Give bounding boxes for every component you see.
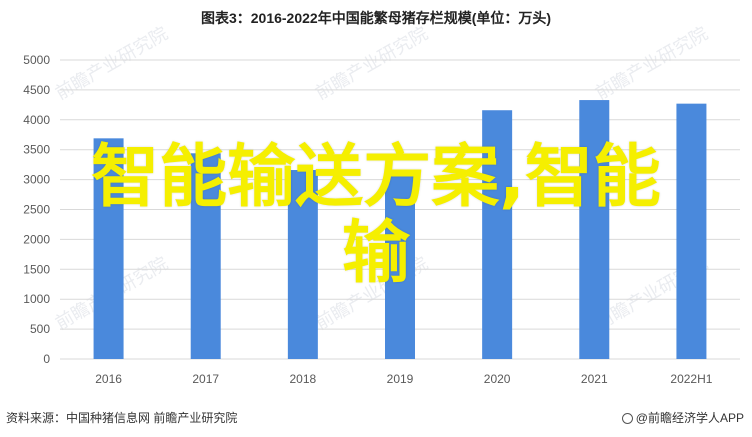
watermark-text: 前瞻产业研究院 xyxy=(312,23,432,104)
bar-2016 xyxy=(93,138,124,359)
bars xyxy=(93,100,707,360)
y-tick-labels: 0 500 1000 1500 2000 2500 3000 3500 4000 4500 5000 xyxy=(23,53,50,366)
x-tick-label: 2016 xyxy=(95,372,122,386)
bar-2021 xyxy=(579,100,610,359)
watermark-text: 前瞻产业研究院 xyxy=(52,23,172,104)
bar-2020 xyxy=(482,110,513,360)
y-tick-label: 5000 xyxy=(23,53,50,67)
y-tick-label: 4000 xyxy=(23,113,50,127)
x-tick-label: 2020 xyxy=(484,372,511,386)
y-tick-label: 3500 xyxy=(23,143,50,157)
y-tick-label: 1000 xyxy=(23,292,50,306)
bar-2022H1 xyxy=(676,103,707,360)
x-tick-label: 2021 xyxy=(581,372,608,386)
brand-logo-icon xyxy=(621,413,633,424)
bar-2019 xyxy=(385,173,415,359)
y-tick-label: 3000 xyxy=(23,173,50,187)
x-tick-label: 2018 xyxy=(290,372,317,386)
y-tick-label: 500 xyxy=(30,322,50,336)
source-note: 资料来源：中国种猪信息网 前瞻产业研究院 xyxy=(6,411,238,425)
overlay-line-1: 智能输送方案,智能 xyxy=(91,138,661,217)
brand-text: @前瞻经济学人APP xyxy=(635,411,744,425)
bar-2017 xyxy=(190,153,221,359)
overlay-caption: 智能输送方案,智能 输 xyxy=(0,140,752,292)
y-tick-label: 4500 xyxy=(23,83,50,97)
chart-title: 图表3：2016-2022年中国能繁母猪存栏规模(单位：万头) xyxy=(200,10,552,26)
x-tick-labels: 2016 2017 2018 2019 2020 2021 2022H1 xyxy=(95,372,713,386)
y-tick-label: 0 xyxy=(43,352,50,366)
y-tick-label: 1500 xyxy=(23,262,50,276)
watermark-text: 前瞻产业研究院 xyxy=(592,23,712,104)
bar-2018 xyxy=(287,170,318,359)
brand-credit: @前瞻经济学人APP xyxy=(621,409,744,426)
y-tick-label: 2500 xyxy=(23,203,50,217)
x-tick-label: 2017 xyxy=(192,372,219,386)
overlay-line-2: 输 xyxy=(341,214,410,293)
x-tick-label: 2022H1 xyxy=(670,372,712,386)
y-tick-label: 2000 xyxy=(23,232,50,246)
x-tick-label: 2019 xyxy=(387,372,414,386)
